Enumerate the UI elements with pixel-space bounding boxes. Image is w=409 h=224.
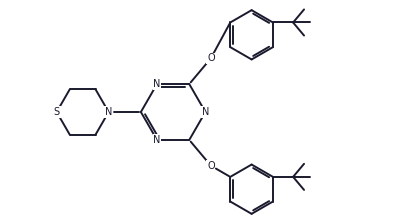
Text: N: N [202,107,209,117]
Text: O: O [207,161,215,171]
Text: N: N [105,107,112,117]
Text: N: N [153,135,161,145]
Text: N: N [153,79,161,89]
Text: O: O [207,53,215,63]
Text: S: S [54,107,60,117]
